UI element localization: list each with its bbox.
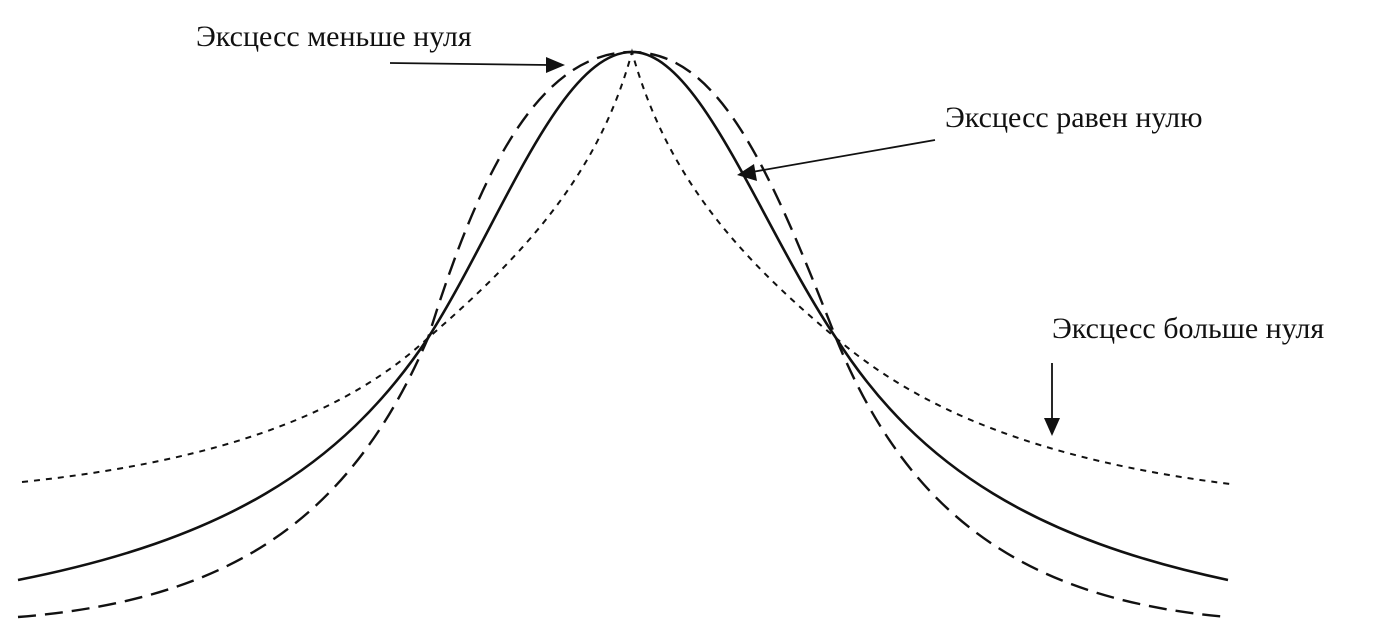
arrowhead-icon: [1044, 418, 1060, 436]
curve-kurtosis-positive: [21, 48, 1231, 485]
arrowhead-icon: [546, 57, 565, 73]
label-kurtosis-negative: Эксцесс меньше нуля: [196, 20, 472, 53]
label-kurtosis-zero: Эксцесс равен нулю: [945, 101, 1203, 134]
pointer-kurtosis-negative: [389, 57, 565, 73]
curve-kurtosis-negative: [17, 50, 1229, 619]
arrowhead-icon: [737, 164, 757, 181]
label-kurtosis-positive: Эксцесс больше нуля: [1052, 312, 1324, 345]
pointer-kurtosis-zero: [737, 139, 936, 181]
pointer-kurtosis-positive: [1044, 363, 1060, 436]
